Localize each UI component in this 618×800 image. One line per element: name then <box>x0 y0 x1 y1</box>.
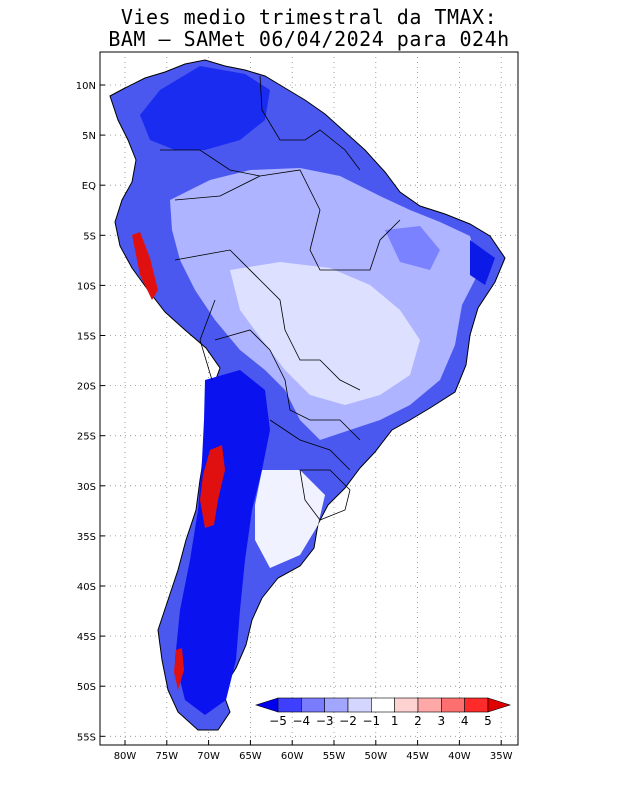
lat-tick-label: 45S <box>77 632 96 643</box>
south-america-landmass <box>109 59 506 731</box>
colorbar-segment <box>464 697 489 713</box>
colorbar-label: −3 <box>316 714 334 728</box>
colorbar-segment <box>301 697 325 713</box>
colorbar-label: 2 <box>414 714 422 728</box>
lat-tick-label: 25S <box>77 432 96 443</box>
lon-tick-label: 45W <box>406 751 429 762</box>
lon-tick-label: 65W <box>239 751 262 762</box>
colorbar-label: 5 <box>484 714 492 728</box>
lat-tick-label: 40S <box>77 582 96 593</box>
lat-tick-label: 55S <box>77 732 96 743</box>
lat-tick-label: 5S <box>83 231 96 242</box>
lat-tick-label: 15S <box>77 332 96 343</box>
colorbar-segment <box>441 697 465 713</box>
lat-tick-label: 10N <box>76 81 96 92</box>
colorbar-segment <box>394 697 419 713</box>
lon-tick-label: 75W <box>155 751 178 762</box>
lon-tick-label: 35W <box>490 751 513 762</box>
lon-tick-label: 80W <box>114 751 137 762</box>
lat-tick-label: 20S <box>77 382 96 393</box>
country-borders <box>160 75 401 521</box>
lon-tick-label: 70W <box>197 751 220 762</box>
lat-tick-label: 35S <box>77 532 96 543</box>
colorbar-segment <box>277 697 302 713</box>
lon-tick-label: 40W <box>448 751 471 762</box>
lat-tick-label: 10S <box>77 281 96 292</box>
colorbar-label: −1 <box>362 714 380 728</box>
colorbar-label: 4 <box>461 714 469 728</box>
lon-tick-label: 55W <box>323 751 346 762</box>
colorbar-label: 1 <box>391 714 399 728</box>
lat-tick-label: 5N <box>82 131 96 142</box>
colorbar-label: −2 <box>339 714 357 728</box>
colorbar-segment <box>371 697 395 713</box>
lat-tick-label: 30S <box>77 482 96 493</box>
colorbar-label: 3 <box>438 714 446 728</box>
colorbar-arrow-high <box>487 697 511 713</box>
map-title-line1: Vies medio trimestral da TMAX: <box>120 5 498 29</box>
map-title-line2: BAM – SAMet 06/04/2024 para 024h <box>108 27 510 51</box>
colorbar-label: −5 <box>269 714 287 728</box>
lat-tick-label: EQ <box>82 181 96 192</box>
lon-tick-label: 50W <box>364 751 387 762</box>
colorbar-segment <box>347 697 372 713</box>
colorbar-segment <box>324 697 349 713</box>
lat-tick-label: 50S <box>77 682 96 693</box>
lon-tick-label: 60W <box>281 751 304 762</box>
colorbar-label: −4 <box>292 714 310 728</box>
colorbar-segment <box>417 697 442 713</box>
colorbar: −5 −4 −3 −2 −1 1 2 3 4 5 <box>255 697 511 728</box>
axis-labels: 10N 5N EQ 5S 10S 15S 20S 25S 30S 35S 40S 45S 50S 55S 8… <box>76 81 513 762</box>
